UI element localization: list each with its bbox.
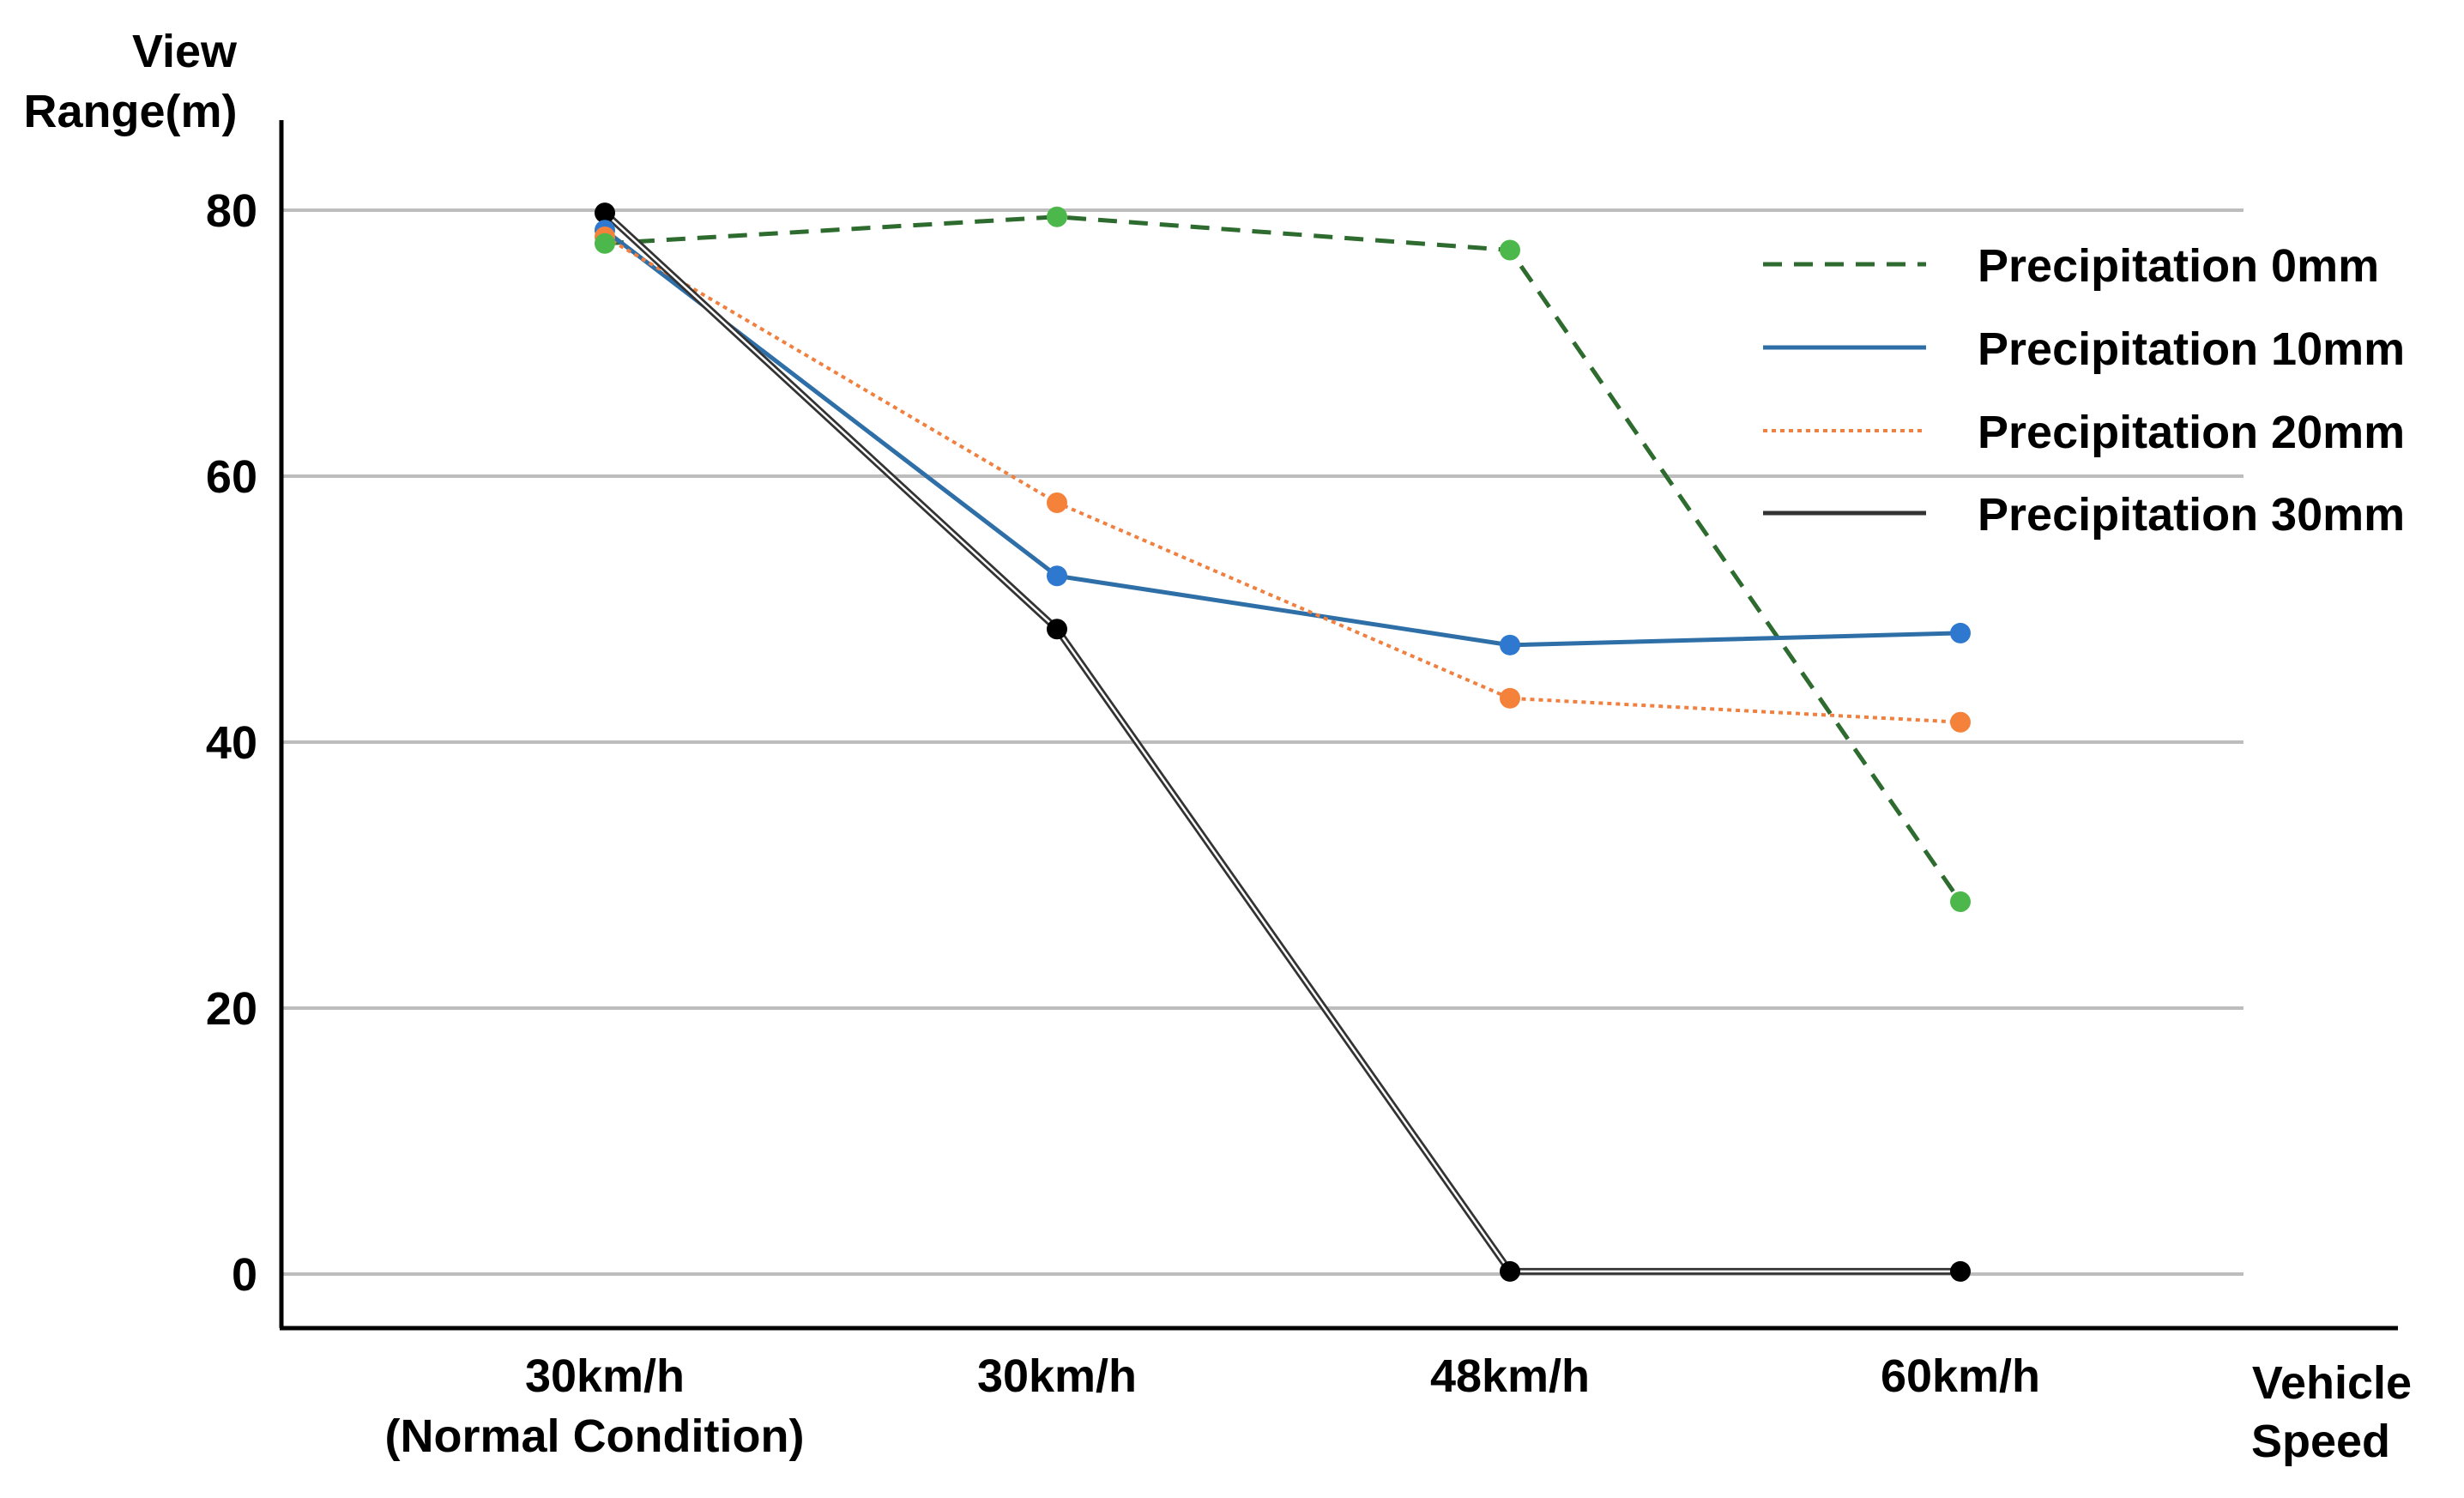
x-tick-label-3: 48km/h <box>1430 1350 1590 1402</box>
series-2-point-2 <box>1047 565 1067 587</box>
series-2-point-3 <box>1500 634 1520 655</box>
series-3-point-4 <box>1950 711 1971 733</box>
series-3-point-2 <box>1047 492 1067 513</box>
y-tick-label-40: 40 <box>206 717 257 769</box>
legend: Precipitation 0mm Precipitation 10mm Preci… <box>1763 240 2405 541</box>
y-tick-label-20: 20 <box>206 983 257 1035</box>
axes <box>279 120 2398 1331</box>
axis-labels: 0 20 40 60 80 View Range(m) Vehicle Speed 30km/h (… <box>23 26 2412 1467</box>
series-2-point-4 <box>1950 622 1971 643</box>
series-1-point-4 <box>1950 891 1971 912</box>
series-1-line <box>604 214 1963 903</box>
series-1-point-1 <box>595 233 615 254</box>
y-tick-label-60: 60 <box>206 451 257 503</box>
series-3-line <box>603 235 1961 724</box>
series-1-point-3 <box>1500 239 1520 261</box>
x-tick-label-1: 30km/h <box>525 1350 685 1402</box>
legend-label-2: Precipitation 10mm <box>1978 323 2405 375</box>
y-tick-label-0: 0 <box>232 1249 257 1301</box>
series-4-point-3 <box>1500 1260 1520 1282</box>
x-tick-label-4: 60km/h <box>1881 1350 2040 1402</box>
data-points <box>595 202 1971 1282</box>
series-4-point-2 <box>1047 619 1067 640</box>
gridlines <box>281 208 2244 1276</box>
series-1-point-2 <box>1047 206 1067 227</box>
y-axis-title-line1: View <box>132 26 238 77</box>
y-tick-label-80: 80 <box>206 185 257 237</box>
y-axis-title-line2: Range(m) <box>23 86 237 137</box>
x-axis-title-line2: Speed <box>2251 1416 2390 1467</box>
x-axis-title-line1: Vehicle <box>2252 1357 2412 1409</box>
x-tick-sublabel-1: (Normal Condition) <box>385 1410 805 1462</box>
series-2-line <box>603 228 1961 648</box>
series-4-point-1 <box>595 202 615 224</box>
series-4-line-inner <box>604 212 1960 1273</box>
x-tick-label-2: 30km/h <box>977 1350 1137 1402</box>
legend-label-3: Precipitation 20mm <box>1978 407 2405 458</box>
series-4-point-4 <box>1950 1260 1971 1282</box>
legend-label-4: Precipitation 30mm <box>1978 489 2405 541</box>
series-lines <box>602 210 1963 1275</box>
series-3-point-3 <box>1500 687 1520 709</box>
legend-label-1: Precipitation 0mm <box>1978 240 2379 292</box>
